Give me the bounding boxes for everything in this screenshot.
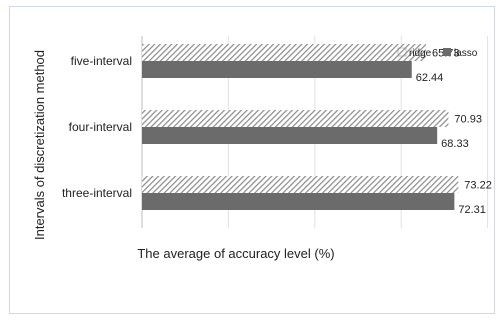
category-label: three-interval bbox=[62, 186, 132, 200]
data-label-lasso: 72.31 bbox=[458, 204, 486, 216]
category-label: five-interval bbox=[71, 54, 132, 68]
bar-lasso bbox=[142, 61, 412, 78]
y-axis-title: Intervals of discretization method bbox=[32, 50, 47, 240]
data-label-ridge: 73.22 bbox=[464, 180, 492, 192]
legend-label-ridge: ridge bbox=[409, 48, 432, 59]
data-label-lasso: 68.33 bbox=[441, 138, 469, 150]
legend-label-lasso: lasso bbox=[454, 48, 478, 59]
data-label-ridge: 70.93 bbox=[454, 114, 482, 126]
bar-lasso bbox=[142, 193, 455, 210]
bar-ridge bbox=[142, 110, 449, 127]
legend-swatch-lasso bbox=[443, 48, 451, 56]
legend: ridge lasso bbox=[397, 47, 478, 59]
legend-swatch-ridge bbox=[397, 47, 407, 57]
bar-ridge bbox=[142, 44, 426, 61]
bar-lasso bbox=[142, 127, 438, 144]
x-axis-title: The average of accuracy level (%) bbox=[137, 246, 334, 261]
bar-ridge bbox=[142, 176, 459, 193]
category-label: four-interval bbox=[69, 120, 132, 134]
data-label-lasso: 62.44 bbox=[416, 72, 444, 84]
